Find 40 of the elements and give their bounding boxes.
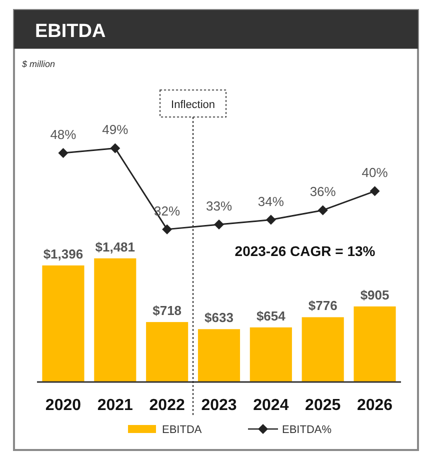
data-label: $718 bbox=[152, 303, 182, 318]
data-label: $776 bbox=[308, 298, 338, 314]
x-tick-label: 2023 bbox=[201, 397, 237, 414]
x-tick-label: 2026 bbox=[356, 397, 393, 414]
data-label: 48% bbox=[50, 126, 77, 142]
bar bbox=[198, 329, 240, 382]
data-label: $654 bbox=[256, 308, 286, 324]
bar bbox=[94, 258, 136, 382]
data-label: 33% bbox=[206, 198, 232, 214]
point bbox=[162, 224, 172, 234]
data-label: 34% bbox=[258, 194, 284, 209]
annotation: Inflection bbox=[171, 99, 216, 111]
x-tick-label: 2025 bbox=[305, 397, 341, 414]
data-label: 36% bbox=[310, 184, 336, 200]
x-tick-label: 2022 bbox=[149, 397, 185, 414]
data-label: $1,396 bbox=[43, 246, 84, 262]
bar bbox=[42, 265, 84, 382]
annotation: 2023-26 CAGR = 13% bbox=[234, 243, 376, 259]
data-label: 40% bbox=[362, 165, 388, 180]
text: $ million bbox=[21, 59, 56, 69]
chart-title: EBITDA bbox=[35, 21, 106, 42]
point bbox=[370, 186, 380, 196]
x-tick-label: 2024 bbox=[253, 397, 289, 414]
legend-label: EBITDA% bbox=[282, 424, 332, 436]
point bbox=[318, 205, 328, 216]
bar bbox=[146, 322, 188, 382]
data-label: $633 bbox=[204, 310, 234, 326]
bar bbox=[354, 306, 396, 382]
data-label: 49% bbox=[102, 122, 129, 138]
legend-label: EBITDA bbox=[162, 424, 202, 436]
x-tick-label: 2021 bbox=[97, 397, 134, 414]
bar bbox=[250, 327, 292, 382]
point bbox=[266, 214, 276, 225]
point bbox=[58, 148, 68, 158]
bar bbox=[302, 317, 344, 382]
point bbox=[110, 143, 120, 154]
data-label: $905 bbox=[360, 287, 390, 302]
point bbox=[214, 220, 224, 230]
data-label: $1,481 bbox=[95, 239, 136, 254]
x-tick-label: 2020 bbox=[45, 397, 82, 414]
